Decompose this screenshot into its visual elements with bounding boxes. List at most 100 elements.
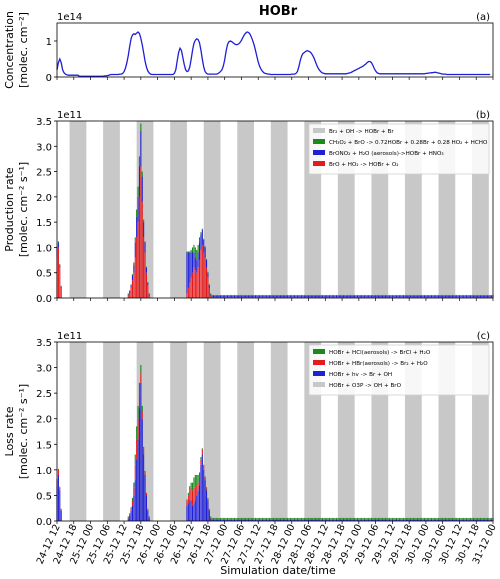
y-tick-label: 3.0 bbox=[36, 364, 52, 375]
bar-blue bbox=[198, 242, 201, 261]
bar-green bbox=[409, 517, 412, 519]
bar-blue bbox=[379, 295, 381, 297]
bar-blue bbox=[390, 295, 392, 297]
bar-blue bbox=[212, 519, 215, 521]
bar-green bbox=[488, 517, 490, 519]
bar-red bbox=[341, 518, 343, 520]
bar-green bbox=[319, 517, 321, 519]
bar-red bbox=[130, 287, 132, 298]
bar-blue bbox=[130, 510, 132, 521]
bar-red bbox=[491, 296, 493, 298]
bar-green bbox=[291, 517, 293, 519]
bar-blue bbox=[382, 295, 384, 297]
bar-red bbox=[229, 518, 231, 520]
bar-blue bbox=[321, 519, 324, 521]
bar-blue bbox=[319, 295, 321, 297]
bar-red bbox=[285, 518, 287, 520]
bar-green bbox=[478, 517, 480, 519]
bar-red bbox=[305, 296, 307, 298]
bar-blue bbox=[358, 519, 360, 521]
bar-red bbox=[203, 252, 205, 298]
bar-green bbox=[361, 294, 363, 296]
bar-green bbox=[217, 517, 219, 519]
bar-green bbox=[231, 517, 233, 519]
bar-red bbox=[375, 518, 377, 520]
bar-green bbox=[268, 517, 270, 519]
bar-red bbox=[348, 518, 350, 520]
bar-red bbox=[414, 518, 416, 520]
bar-red bbox=[196, 485, 198, 496]
bar-red bbox=[253, 518, 255, 520]
bar-red bbox=[481, 296, 483, 298]
bar-green bbox=[217, 294, 219, 296]
bar-red bbox=[347, 518, 349, 520]
bar-red bbox=[488, 296, 490, 298]
bar-green bbox=[226, 517, 229, 519]
night-band bbox=[203, 121, 221, 298]
bar-blue bbox=[450, 519, 452, 521]
bar-green bbox=[193, 477, 195, 488]
bar-blue bbox=[236, 519, 238, 521]
bar-red bbox=[382, 518, 384, 520]
bar-blue bbox=[303, 295, 305, 297]
bar-blue bbox=[294, 519, 296, 521]
bar-blue bbox=[207, 272, 209, 278]
bar-green bbox=[428, 294, 430, 296]
bar-blue bbox=[342, 295, 345, 297]
bar-blue bbox=[327, 519, 329, 521]
bar-green bbox=[225, 294, 227, 296]
bar-red bbox=[474, 518, 476, 520]
bar-blue bbox=[347, 519, 349, 521]
bar-red bbox=[340, 296, 342, 298]
bar-red bbox=[141, 411, 143, 419]
bar-red bbox=[383, 296, 385, 298]
bar-blue bbox=[291, 519, 293, 521]
panel-a: 0 1 1e14 (a) Concentration [molec. cm⁻²] bbox=[3, 11, 494, 89]
bar-red bbox=[303, 296, 305, 298]
bar-green bbox=[278, 294, 280, 296]
bar-red bbox=[240, 296, 243, 298]
bar-red bbox=[425, 296, 427, 298]
bar-green bbox=[189, 486, 191, 491]
bar-green bbox=[419, 294, 421, 296]
bar-blue bbox=[221, 295, 223, 297]
bar-green bbox=[447, 294, 449, 296]
y-axis-unit: [molec. cm⁻²] bbox=[17, 12, 30, 88]
bar-blue bbox=[412, 519, 414, 521]
bar-red bbox=[442, 518, 444, 520]
bar-blue bbox=[187, 252, 189, 288]
bar-green bbox=[214, 517, 216, 519]
bar-green bbox=[354, 517, 356, 519]
bar-green bbox=[405, 294, 407, 296]
bar-red bbox=[454, 518, 456, 520]
bar-green bbox=[191, 482, 194, 491]
bar-red bbox=[333, 296, 335, 298]
bar-red bbox=[433, 296, 435, 298]
bar-green bbox=[440, 294, 442, 296]
bar-red bbox=[274, 518, 276, 520]
bar-blue bbox=[222, 519, 224, 521]
bar-green bbox=[418, 294, 420, 296]
bar-green bbox=[355, 517, 357, 519]
bar-green bbox=[271, 294, 273, 296]
bar-red bbox=[430, 296, 433, 298]
bar-red bbox=[356, 518, 359, 520]
legend-box bbox=[308, 344, 490, 396]
bar-red bbox=[236, 296, 238, 298]
bar-red bbox=[390, 518, 392, 520]
bar-blue bbox=[285, 295, 287, 297]
bar-red bbox=[444, 518, 447, 520]
bar-blue bbox=[412, 295, 414, 297]
bar-green bbox=[335, 294, 338, 296]
bar-red bbox=[147, 509, 149, 511]
bar-green bbox=[354, 294, 356, 296]
bar-red bbox=[439, 296, 441, 298]
bar-green bbox=[190, 249, 192, 253]
bar-blue bbox=[437, 295, 440, 297]
bar-blue bbox=[419, 295, 421, 297]
bar-green bbox=[280, 517, 282, 519]
bar-red bbox=[456, 518, 458, 520]
bar-blue bbox=[233, 295, 236, 297]
bar-green bbox=[257, 517, 259, 519]
bar-red bbox=[210, 517, 212, 519]
